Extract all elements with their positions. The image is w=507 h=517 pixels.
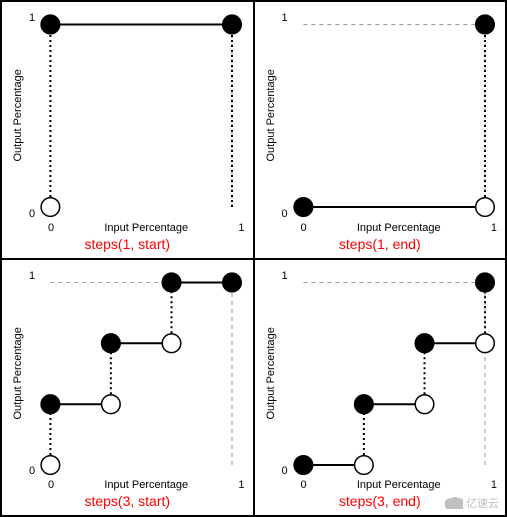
x-tick: 0 bbox=[48, 222, 54, 234]
y-axis-label: Output Percentage bbox=[10, 12, 26, 220]
panel-caption: steps(1, end) bbox=[263, 234, 498, 252]
plot-area bbox=[38, 270, 244, 478]
panel-caption: steps(1, start) bbox=[10, 234, 245, 252]
plot-area bbox=[38, 12, 244, 220]
y-tick: 0 bbox=[29, 465, 35, 477]
x-tick: 0 bbox=[301, 222, 307, 234]
x-tick: 1 bbox=[238, 479, 244, 491]
y-tick: 1 bbox=[29, 12, 35, 24]
x-tick: 1 bbox=[238, 222, 244, 234]
x-axis-label: Input Percentage bbox=[104, 222, 188, 234]
x-tick: 0 bbox=[301, 479, 307, 491]
y-tick: 0 bbox=[282, 465, 288, 477]
x-tick: 1 bbox=[491, 479, 497, 491]
chart-panel: Output Percentage100Input Percentage1ste… bbox=[254, 1, 507, 259]
x-tick: 1 bbox=[491, 222, 497, 234]
x-ticks: 0 Input Percentage 1 bbox=[301, 477, 498, 491]
chart-panel: Output Percentage100Input Percentage1ste… bbox=[254, 259, 507, 517]
x-axis-label: Input Percentage bbox=[357, 479, 441, 491]
chart-panel: Output Percentage100Input Percentage1ste… bbox=[1, 259, 254, 517]
x-ticks: 0 Input Percentage 1 bbox=[301, 220, 498, 234]
y-tick: 0 bbox=[282, 208, 288, 220]
y-ticks: 10 bbox=[279, 270, 291, 478]
x-ticks: 0 Input Percentage 1 bbox=[48, 220, 245, 234]
plot-area bbox=[291, 12, 497, 220]
x-axis-label: Input Percentage bbox=[357, 222, 441, 234]
y-tick: 1 bbox=[282, 270, 288, 282]
y-tick: 0 bbox=[29, 208, 35, 220]
y-tick: 1 bbox=[29, 270, 35, 282]
y-ticks: 10 bbox=[26, 12, 38, 220]
x-tick: 0 bbox=[48, 479, 54, 491]
y-tick: 1 bbox=[282, 12, 288, 24]
x-axis-label: Input Percentage bbox=[104, 479, 188, 491]
y-axis-label: Output Percentage bbox=[263, 12, 279, 220]
panel-caption: steps(3, end) bbox=[263, 491, 498, 509]
y-axis-label: Output Percentage bbox=[10, 270, 26, 478]
y-ticks: 10 bbox=[279, 12, 291, 220]
x-ticks: 0 Input Percentage 1 bbox=[48, 477, 245, 491]
y-axis-label: Output Percentage bbox=[263, 270, 279, 478]
y-ticks: 10 bbox=[26, 270, 38, 478]
chart-panel: Output Percentage100Input Percentage1ste… bbox=[1, 1, 254, 259]
panel-grid: Output Percentage100Input Percentage1ste… bbox=[0, 0, 507, 517]
plot-area bbox=[291, 270, 497, 478]
panel-caption: steps(3, start) bbox=[10, 491, 245, 509]
